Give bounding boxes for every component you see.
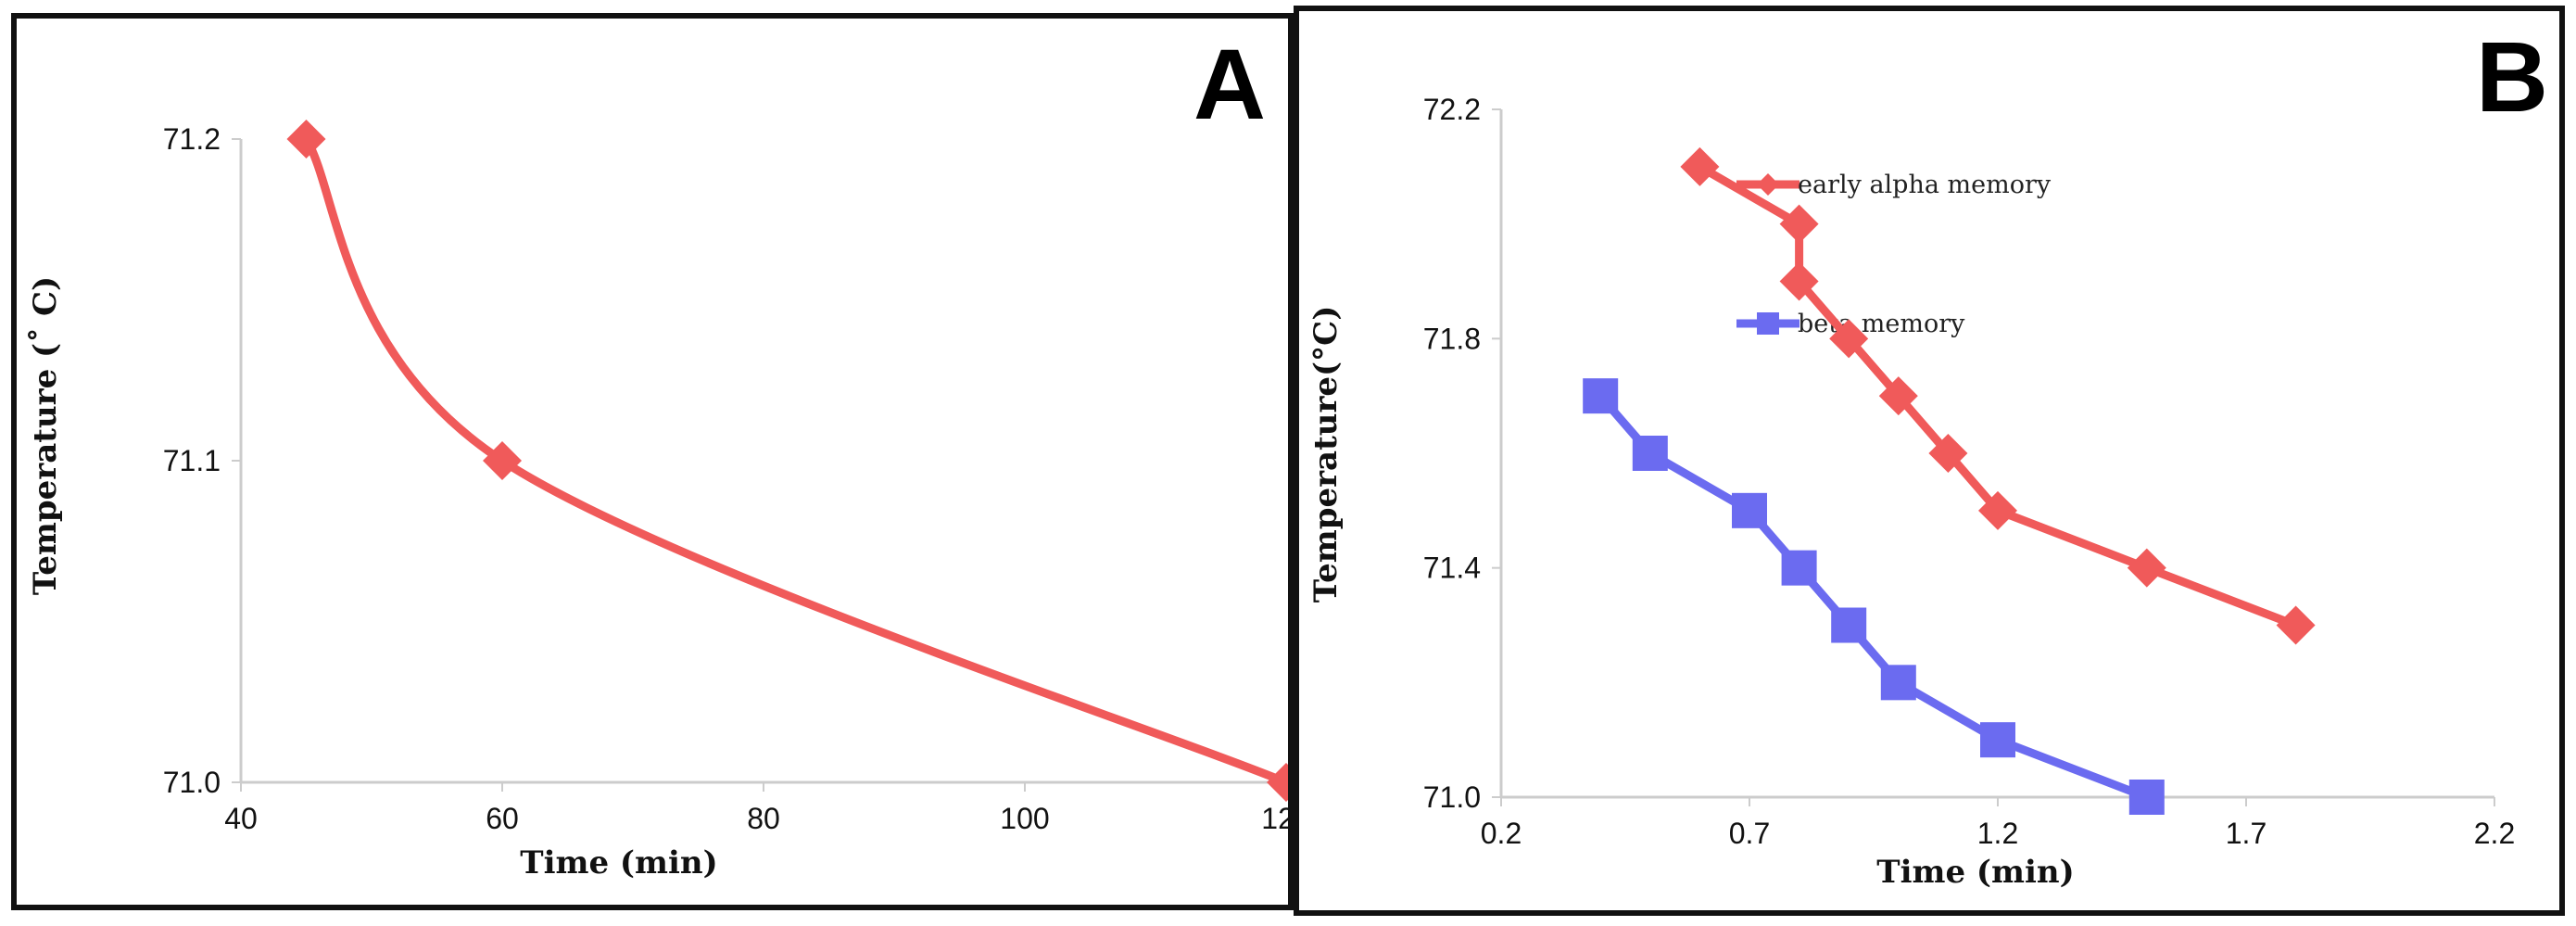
data-point-beta-memory	[1781, 550, 1817, 586]
data-point-early-alpha-memory	[1680, 146, 1720, 186]
data-point-beta-memory	[1632, 436, 1668, 471]
x-tick-label: 0.2	[1481, 817, 1522, 850]
x-tick-label: 80	[747, 802, 780, 835]
data-point-early-alpha-memory	[1928, 434, 1968, 473]
chart-panel-a: A Time (min) Temperature (˚ C) 40 60 80 100…	[11, 13, 1294, 910]
x-tick-label: 60	[486, 802, 519, 835]
data-point-beta-memory	[1732, 492, 1767, 528]
legend-b: early alpha memory beta memory	[1736, 171, 2052, 338]
data-point-early-alpha-memory	[1779, 261, 1819, 301]
x-tick-label: 2.2	[2474, 817, 2515, 850]
data-point-early-alpha-memory	[1829, 319, 1869, 359]
series-line-beta-memory	[1596, 391, 2152, 802]
y-tick-label: 71.4	[1423, 552, 1481, 585]
data-point-beta-memory	[1980, 722, 2015, 758]
data-point-main	[1267, 763, 1288, 802]
x-tick-label: 1.2	[1977, 817, 2018, 850]
data-point-beta-memory	[2128, 780, 2165, 815]
y-tick-label: 71.8	[1423, 322, 1481, 355]
x-tick-label: 1.7	[2226, 817, 2267, 850]
panel-label-a: A	[1193, 28, 1266, 140]
data-point-beta-memory	[1583, 378, 1619, 414]
data-point-early-alpha-memory	[1878, 376, 1918, 416]
x-axis-title-b: Time (min)	[1876, 854, 2074, 891]
y-axis-title-b: Temperature(°C)	[1307, 306, 1345, 603]
data-point-beta-memory	[1831, 607, 1867, 643]
x-axis-title-a: Time (min)	[520, 844, 717, 882]
y-tick-label: 71.1	[163, 444, 221, 477]
chart-b-svg: B Time (min) Temperature(°C) early alpha…	[1307, 20, 2548, 891]
legend-marker-early-alpha-memory	[1757, 173, 1779, 196]
panel-label-b: B	[2476, 20, 2548, 133]
data-point-beta-memory	[1880, 665, 1916, 701]
legend-label-early-alpha-memory: early alpha memory	[1798, 171, 2052, 199]
chart-a-svg: A Time (min) Temperature (˚ C) 40 60 80 100…	[27, 28, 1288, 882]
x-tick-label: 100	[1000, 802, 1049, 835]
data-point-main	[286, 120, 326, 159]
data-point-early-alpha-memory	[2127, 548, 2166, 588]
x-tick-label: 0.7	[1729, 817, 1770, 850]
data-point-main	[483, 441, 522, 480]
chart-panel-b: B Time (min) Temperature(°C) early alpha…	[1294, 6, 2565, 916]
y-tick-label: 71.0	[163, 766, 221, 799]
y-tick-label: 71.0	[1423, 780, 1481, 814]
y-tick-label: 71.2	[163, 122, 221, 156]
x-tick-label: 120	[1261, 802, 1288, 835]
data-point-early-alpha-memory	[2276, 605, 2316, 645]
data-point-early-alpha-memory	[1978, 490, 2017, 530]
y-axis-title-a: Temperature (˚ C)	[27, 276, 64, 595]
data-point-early-alpha-memory	[1779, 204, 1819, 244]
y-tick-label: 72.2	[1423, 93, 1481, 126]
legend-marker-beta-memory	[1757, 312, 1779, 335]
series-line-main	[302, 134, 1288, 787]
x-tick-label: 40	[224, 802, 258, 835]
